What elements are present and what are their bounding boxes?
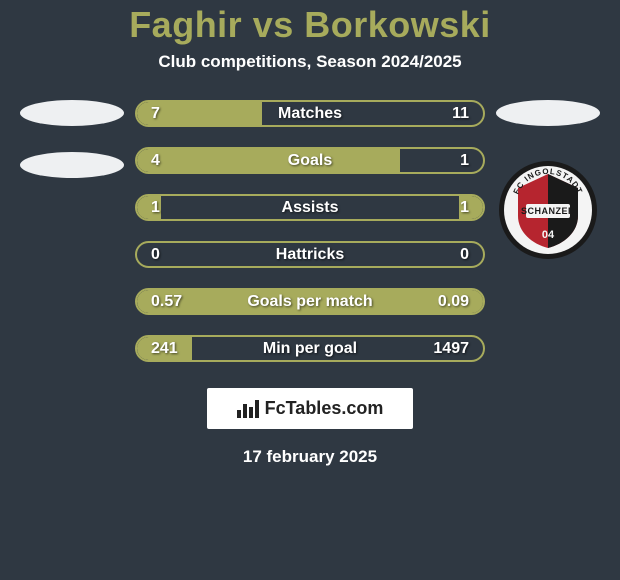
stat-label: Goals per match: [247, 293, 372, 311]
stat-fill-left: [137, 149, 400, 172]
ellipse-icon: [496, 100, 600, 126]
page-title: Faghir vs Borkowski: [129, 4, 491, 46]
ellipse-icon: [20, 100, 124, 126]
page-subtitle: Club competitions, Season 2024/2025: [158, 52, 461, 72]
stat-bar: 0 Hattricks 0: [135, 241, 485, 268]
stat-label: Assists: [282, 199, 339, 217]
stat-right-value: 1: [460, 152, 469, 170]
stats-column: 7Matches114Goals11Assists10Hattricks00.5…: [135, 100, 485, 362]
stat-right-value: 0.09: [438, 293, 469, 311]
crest-banner-text: SCHANZER: [521, 206, 575, 216]
comparison-card: Faghir vs Borkowski Club competitions, S…: [0, 0, 620, 580]
left-player-badge: [15, 100, 135, 204]
stat-left-value: 7: [151, 105, 160, 123]
content-row: 7Matches114Goals11Assists10Hattricks00.5…: [0, 100, 620, 362]
stat-left-value: 241: [151, 340, 178, 358]
crest-bottom-text: 04: [542, 229, 555, 241]
bar-chart-icon: [237, 400, 259, 418]
stat-label: Hattricks: [276, 246, 344, 264]
brand-badge: FcTables.com: [207, 388, 414, 429]
stat-left-value: 0: [151, 246, 160, 264]
stat-bar: 1 Assists 1: [135, 194, 485, 221]
stat-bar: 7 Matches 11: [135, 100, 485, 127]
stat-label: Matches: [278, 105, 342, 123]
stat-right-value: 11: [452, 105, 469, 123]
stat-bar: 241 Min per goal 1497: [135, 335, 485, 362]
stat-bar: 4 Goals 1: [135, 147, 485, 174]
club-crest-icon: FC INGOLSTADT SCHANZER 04: [498, 160, 598, 260]
stat-right-value: 1497: [433, 340, 469, 358]
date-label: 17 february 2025: [243, 447, 377, 467]
stat-bar: 0.57 Goals per match 0.09: [135, 288, 485, 315]
stat-right-value: 0: [460, 246, 469, 264]
ellipse-icon: [20, 152, 124, 178]
stat-label: Min per goal: [263, 340, 357, 358]
stat-left-value: 4: [151, 152, 160, 170]
stat-left-value: 0.57: [151, 293, 182, 311]
right-player-badge: FC INGOLSTADT SCHANZER 04: [485, 100, 605, 260]
stat-left-value: 1: [151, 199, 160, 217]
brand-label: FcTables.com: [265, 398, 384, 419]
stat-right-value: 1: [460, 199, 469, 217]
stat-label: Goals: [288, 152, 332, 170]
